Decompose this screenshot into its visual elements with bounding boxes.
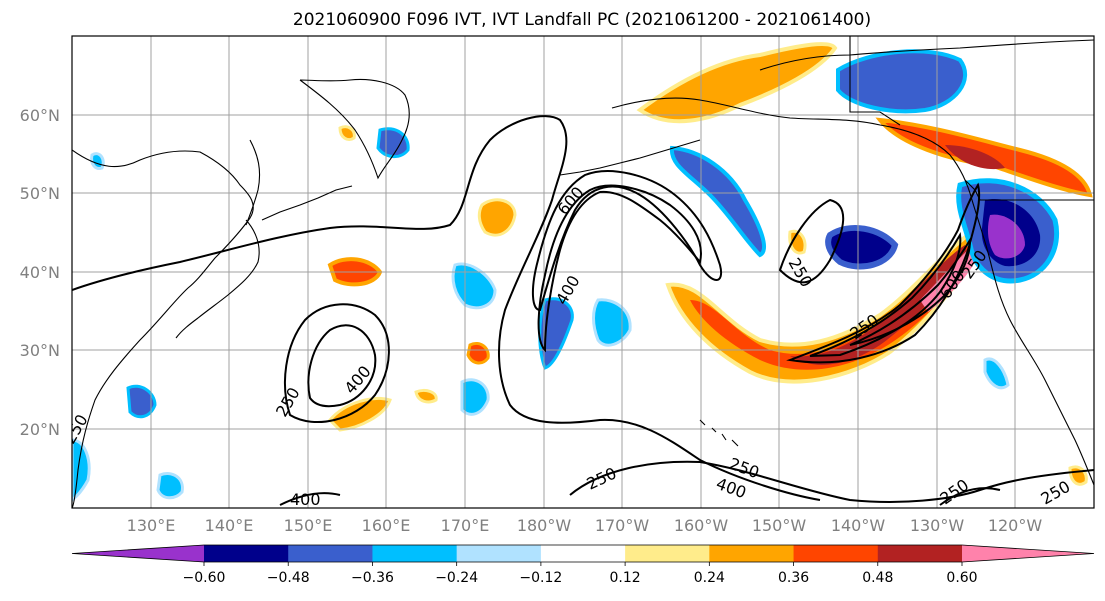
lat-tick-labels: 60°N 50°N 40°N 30°N 20°N	[20, 106, 60, 439]
colorbar-bin	[372, 545, 458, 562]
negative-anomaly-pnw-max	[987, 214, 1025, 259]
lon-label-130E: 130°E	[127, 516, 176, 535]
colorbar-extend-lower	[72, 545, 204, 562]
positive-anomaly-alaska	[636, 42, 838, 124]
positive-anomaly-gulf-core	[945, 145, 1005, 170]
us-canada-border	[964, 179, 1094, 201]
positive-anomaly-small1	[466, 342, 490, 365]
lon-label-130W: 130°W	[910, 516, 965, 535]
lat-label-20N: 20°N	[20, 420, 60, 439]
coast-sakhalin	[245, 139, 261, 226]
map-frame	[71, 35, 1095, 509]
colorbar-tick-label: 0.12	[610, 570, 641, 586]
coast-na-west	[971, 199, 1094, 486]
hawaii-islands	[699, 419, 739, 447]
negative-anomaly-central	[669, 145, 766, 258]
colorbar-bin	[709, 545, 795, 562]
colorbar-tick-label: 0.60	[946, 570, 977, 586]
lon-label-140W: 140°W	[831, 516, 886, 535]
contour-400-loop	[537, 184, 702, 353]
lon-label-170W: 170°W	[595, 516, 650, 535]
contour-250-east-loop	[778, 198, 845, 284]
negative-anomaly-wp6	[156, 472, 184, 500]
coast-kamchatka	[299, 78, 410, 180]
colorbar-tick-label: −0.48	[267, 570, 310, 586]
contour-600-ar	[849, 236, 972, 346]
colorbar-bin	[625, 545, 710, 562]
negative-anomaly-east	[825, 225, 899, 270]
colorbar-bin	[540, 545, 626, 562]
colorbar-tick-label: −0.36	[351, 570, 394, 586]
contour-250-ar	[786, 182, 981, 364]
colorbar-tick-label: −0.24	[435, 570, 478, 586]
negative-anomaly-alaska	[836, 49, 967, 114]
contour-label: 400	[290, 490, 321, 509]
lon-label-180W: 180°W	[517, 516, 572, 535]
positive-anomaly-wp1	[477, 198, 517, 237]
colorbar-bin	[877, 545, 963, 562]
positive-anomaly-arc-max	[790, 245, 970, 365]
coast-asia-mainland	[72, 149, 254, 508]
positive-anomaly-small4	[338, 125, 356, 142]
lon-label-140E: 140°E	[205, 516, 254, 535]
graticule	[72, 36, 1094, 508]
colorbar-bin	[456, 545, 542, 562]
lon-label-160W: 160°W	[674, 516, 729, 535]
positive-anomaly-small5	[1068, 465, 1088, 486]
lat-label-40N: 40°N	[20, 263, 60, 282]
colorbar-tick-label: 0.24	[694, 570, 725, 586]
lon-label-150W: 150°W	[752, 516, 807, 535]
lon-label-170E: 170°E	[441, 516, 490, 535]
ivt-contours	[72, 115, 1094, 506]
lon-label-120W: 120°W	[988, 516, 1043, 535]
alaska-canada-border	[849, 36, 901, 126]
contour-600-loop	[532, 170, 723, 312]
negative-anomaly-baja	[983, 357, 1010, 390]
colorbar-tick-label: 0.36	[778, 570, 809, 586]
lat-label-30N: 30°N	[20, 341, 60, 360]
colorbar-tick-label: −0.60	[183, 570, 226, 586]
negative-anomaly-wp5	[460, 378, 490, 416]
colorbar-tick-label: −0.12	[519, 570, 562, 586]
positive-anomaly-wp3	[327, 396, 392, 432]
coast-japan	[175, 219, 260, 339]
map-panel: 600 400 400 400 250 250 250 250 250 250 …	[71, 35, 1095, 509]
lon-tick-labels: 130°E 140°E 150°E 160°E 170°E 180°W 170°…	[127, 516, 1043, 535]
negative-anomaly-wp3	[592, 298, 632, 347]
colorbar-extend-upper	[962, 545, 1094, 562]
contour-400-inner-west	[307, 324, 377, 408]
contour-250-far-east	[939, 487, 1001, 506]
colorbar-tick-label: 0.48	[862, 570, 893, 586]
colorbar-bin	[793, 545, 879, 562]
negative-anomaly-wp4	[126, 384, 157, 419]
pc-filled-contours	[72, 42, 1093, 502]
lat-label-60N: 60°N	[20, 106, 60, 125]
contour-250-inner-west	[284, 303, 390, 423]
colorbar: −0.60 −0.48 −0.36 −0.24 −0.12 0.12 0.24 0.36 0.4…	[71, 544, 1095, 586]
contour-400-south	[279, 492, 341, 506]
colorbar-bin	[288, 545, 373, 562]
coast-north	[759, 39, 1094, 71]
coast-kurils	[261, 185, 353, 221]
figure-title: 2021060900 F096 IVT, IVT Landfall PC (20…	[293, 10, 871, 30]
negative-anomaly-small7	[90, 152, 105, 170]
lon-label-160E: 160°E	[362, 516, 411, 535]
coastlines	[72, 36, 1094, 508]
contour-250-large	[72, 115, 821, 501]
lon-label-150E: 150°E	[284, 516, 333, 535]
negative-anomaly-wp1	[451, 262, 497, 310]
coast-alaska	[611, 97, 973, 201]
coast-aleutians	[559, 139, 701, 176]
contour-250-south	[569, 460, 1094, 503]
lat-label-50N: 50°N	[20, 184, 60, 203]
colorbar-bin	[204, 545, 289, 562]
positive-anomaly-small3	[414, 388, 438, 404]
